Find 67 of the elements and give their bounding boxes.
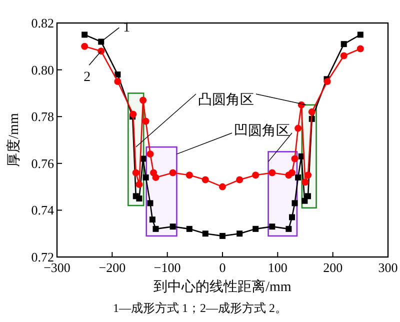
point xyxy=(356,45,364,52)
point xyxy=(340,41,347,48)
annotation: 凸圆角区 xyxy=(198,92,254,108)
point xyxy=(269,224,276,230)
point xyxy=(219,183,226,190)
point xyxy=(305,193,312,200)
annotation: 1—成形方式 1；2—成形方式 2。 xyxy=(113,301,287,315)
point xyxy=(170,224,176,230)
x-tick-label: 0 xyxy=(219,260,226,275)
point xyxy=(302,178,309,186)
y-tick-label: 0.80 xyxy=(31,62,54,78)
point xyxy=(140,96,147,104)
annotation: 凹圆角区 xyxy=(176,124,292,162)
point xyxy=(142,174,149,180)
point xyxy=(292,200,298,206)
point xyxy=(136,196,142,202)
x-tick-label: −200 xyxy=(98,260,126,275)
point xyxy=(220,232,226,239)
y-tick-label: 0.74 xyxy=(31,202,54,218)
x-tick-label: 100 xyxy=(268,260,288,275)
point xyxy=(98,48,105,55)
y-axis-title: 厚度/mm xyxy=(6,113,22,167)
y-tick-label: 0.82 xyxy=(31,16,54,30)
point xyxy=(81,42,88,50)
point xyxy=(202,230,208,237)
point xyxy=(286,226,292,232)
y-tick-label: 0.78 xyxy=(31,109,54,124)
point xyxy=(202,176,209,184)
annotation: 凹圆角区 xyxy=(234,123,290,139)
point xyxy=(236,230,243,237)
point xyxy=(357,32,364,38)
point xyxy=(149,216,156,223)
point xyxy=(82,32,88,38)
x-tick-label: 300 xyxy=(378,260,398,275)
point xyxy=(340,52,348,60)
point xyxy=(294,124,302,132)
point xyxy=(186,172,193,179)
point xyxy=(114,78,122,85)
x-axis-title: 到中心的线性距离/mm xyxy=(154,279,292,295)
point xyxy=(147,200,154,206)
point xyxy=(152,174,160,181)
point xyxy=(98,38,104,45)
point xyxy=(136,180,143,188)
point xyxy=(289,214,296,220)
x-tick-label: 200 xyxy=(323,260,343,275)
point xyxy=(304,172,312,179)
x-tick-label: −100 xyxy=(154,260,181,275)
series-label: 2 xyxy=(84,70,91,86)
point xyxy=(291,155,298,162)
point xyxy=(324,78,331,85)
point xyxy=(114,71,121,78)
point xyxy=(169,169,176,176)
point xyxy=(268,169,276,176)
point xyxy=(132,169,140,176)
point xyxy=(146,150,154,158)
point xyxy=(302,198,308,204)
point xyxy=(308,108,316,116)
point xyxy=(152,226,159,232)
point xyxy=(236,176,244,184)
point xyxy=(288,169,296,176)
point xyxy=(252,226,259,232)
point xyxy=(130,110,137,118)
point xyxy=(186,226,192,232)
point xyxy=(142,118,150,125)
point xyxy=(295,174,302,180)
y-tick-label: 0.76 xyxy=(31,156,54,171)
point xyxy=(252,172,260,179)
